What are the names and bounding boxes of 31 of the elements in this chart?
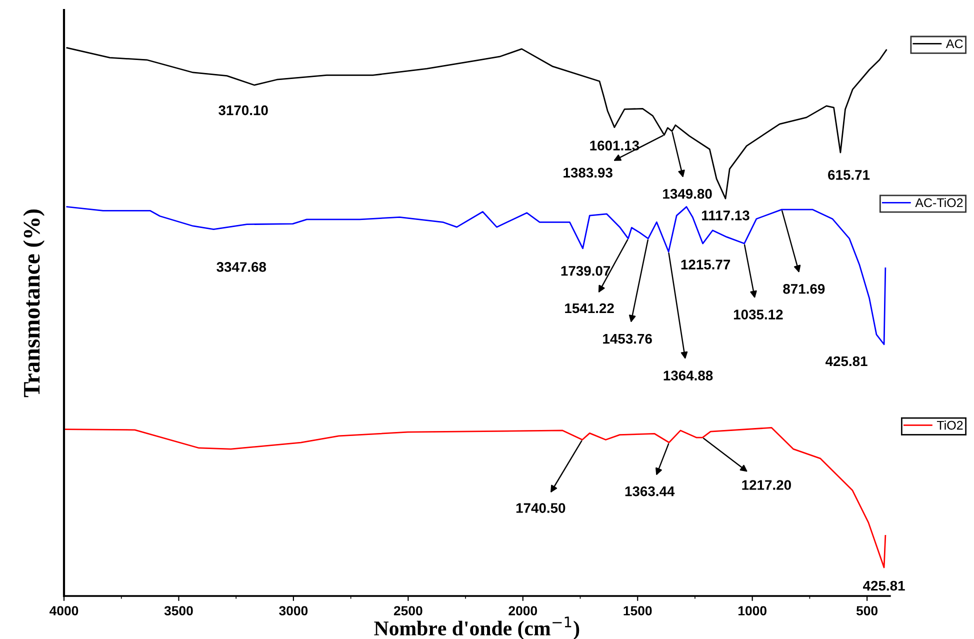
annotation: 1739.07 — [561, 266, 610, 276]
x-tick-label: 2000 — [508, 606, 538, 616]
annotation: 1541.22 — [565, 303, 614, 314]
annotation: 1349.80 — [663, 188, 712, 199]
annotation: 871.69 — [783, 284, 825, 294]
annotation: 1383.93 — [564, 168, 612, 178]
legend-label: AC-TiO2 — [915, 198, 963, 208]
annotation: 425.81 — [863, 580, 905, 591]
x-tick-label: 2500 — [394, 606, 422, 616]
annotation: 1364.88 — [664, 370, 713, 380]
annotation: 3170.10 — [218, 105, 268, 116]
annotation: 1217.20 — [742, 480, 791, 490]
annotation: 1601.13 — [590, 140, 640, 150]
x-tick-label: 500 — [856, 606, 878, 616]
legend-label: TiO2 — [936, 420, 963, 430]
annotation: 1035.12 — [734, 310, 783, 320]
annotation: 615.71 — [828, 170, 870, 180]
x-tick-label: 4000 — [50, 606, 78, 616]
annotation: 425.81 — [826, 356, 868, 366]
y-axis-title: Transmotance (%) — [23, 209, 45, 398]
x-tick-label: 3500 — [164, 606, 193, 616]
annotation: 1215.77 — [681, 260, 730, 270]
x-tick-label: 1000 — [738, 606, 766, 616]
x-tick-label: 1500 — [624, 606, 652, 616]
annotation: 3347.68 — [216, 262, 266, 272]
x-tick-label: 3000 — [279, 606, 308, 616]
annotation: 1740.50 — [516, 503, 566, 513]
annotation: 1453.76 — [603, 334, 652, 344]
legend-label: AC — [946, 39, 963, 48]
annotation: 1117.13 — [702, 210, 750, 220]
annotation: 1363.44 — [625, 486, 675, 496]
